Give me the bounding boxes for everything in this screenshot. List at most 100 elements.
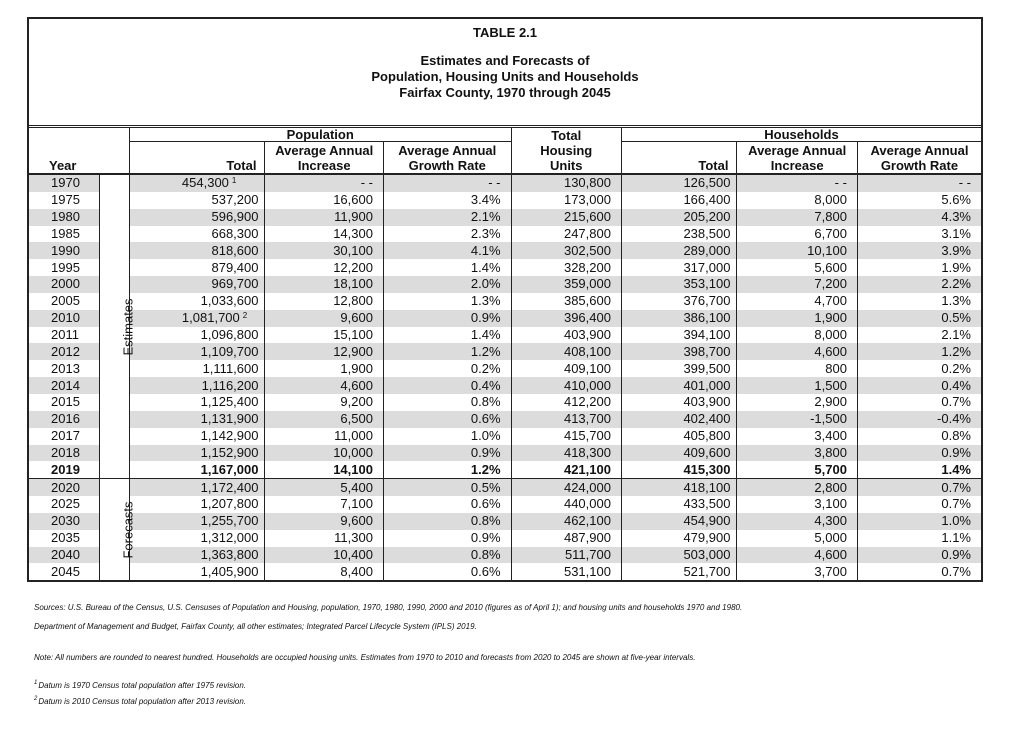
table-cell: 418,100 bbox=[620, 478, 737, 497]
table-cell: 413,700 bbox=[510, 410, 622, 428]
table-row: 2016 1,131,900 6,500 0.6% 413,700 402,400 -1,5… bbox=[29, 410, 981, 428]
table-cell: 487,900 bbox=[510, 529, 622, 547]
table-cell: 8,000 bbox=[736, 326, 858, 344]
table-cell: 879,400 bbox=[128, 259, 265, 277]
table-cell: 12,200 bbox=[264, 259, 384, 277]
table-cell: 4.1% bbox=[382, 242, 512, 260]
table-cell: 0.9% bbox=[856, 444, 981, 462]
group-header: Population bbox=[128, 128, 512, 143]
table-cell: 2045 bbox=[51, 563, 80, 579]
table-cell: 2,900 bbox=[736, 393, 858, 411]
table-cell: 1,312,000 bbox=[128, 529, 265, 547]
table-cell: 2013 bbox=[51, 360, 80, 376]
table-cell: 0.6% bbox=[382, 563, 512, 581]
table-cell: 11,900 bbox=[264, 208, 384, 226]
table-cell: 537,200 bbox=[128, 191, 265, 209]
table-cell: 531,100 bbox=[510, 563, 622, 581]
table-cell: 5,600 bbox=[736, 259, 858, 277]
table-cell: 9,200 bbox=[264, 393, 384, 411]
table-cell: 2.1% bbox=[856, 326, 981, 344]
table-cell: 0.9% bbox=[856, 546, 981, 564]
table-cell: 1975 bbox=[51, 192, 80, 208]
table-cell: 5,700 bbox=[736, 461, 858, 479]
table-cell: 1,081,700 2 bbox=[128, 309, 265, 327]
table-cell: 8,000 bbox=[736, 191, 858, 209]
table-cell: 396,400 bbox=[510, 309, 622, 327]
title-line: Population, Housing Units and Households bbox=[371, 69, 639, 84]
table-section: 1970 Estimates 454,300 1- -- -130,800 126,50… bbox=[29, 174, 981, 479]
table-head: Year Population Total Housing Units Househo… bbox=[29, 128, 981, 174]
table-row: 2020 Forecasts 1,172,400 5,400 0.5% 424,000 41… bbox=[29, 478, 981, 581]
table-cell: 1970 bbox=[29, 174, 100, 192]
table-cell: 1.0% bbox=[856, 512, 981, 530]
table-row: 2045 1,405,900 8,400 0.6% 531,100 521,700 3,70… bbox=[29, 563, 981, 581]
table-cell: 2.3% bbox=[382, 225, 512, 243]
column-header-text: Average Annual Growth Rate bbox=[870, 143, 969, 173]
table-cell: 2012 bbox=[29, 343, 100, 361]
table-cell: 2005 bbox=[51, 293, 80, 309]
table-cell: 1,900 bbox=[736, 309, 858, 327]
table-cell: 238,500 bbox=[620, 225, 737, 243]
table-cell: 0.7% bbox=[856, 496, 981, 513]
table-cell: 0.7% bbox=[856, 563, 981, 581]
table-cell: 401,000 bbox=[620, 377, 737, 394]
table-cell: 462,100 bbox=[510, 512, 622, 530]
table-cell: 1.2% bbox=[382, 343, 512, 361]
table-cell: 2017 bbox=[51, 428, 80, 444]
table-cell: 0.7% bbox=[856, 478, 981, 497]
table-cell: 454,900 bbox=[620, 512, 737, 530]
cell-text: 454,300 bbox=[181, 175, 229, 191]
table-cell: 2020 bbox=[29, 478, 100, 497]
table-cell: 405,800 bbox=[620, 427, 737, 445]
table-cell: -1,500 bbox=[736, 410, 858, 428]
table-cell: 511,700 bbox=[510, 546, 622, 564]
column-header-text: Average Annual Growth Rate bbox=[398, 143, 497, 173]
table-cell: 479,900 bbox=[620, 529, 737, 547]
column-header: Total Housing Units bbox=[510, 128, 622, 174]
table-cell: 2040 bbox=[29, 546, 100, 564]
table-cell: 247,800 bbox=[510, 225, 622, 243]
table-cell: 1.4% bbox=[382, 259, 512, 277]
footnote-text: Datum is 2010 Census total population af… bbox=[38, 697, 247, 706]
table-cell: 2,800 bbox=[736, 478, 858, 497]
table-cell: 503,000 bbox=[620, 546, 737, 564]
table-row: 2018 1,152,900 10,000 0.9% 418,300 409,600 3,8… bbox=[29, 444, 981, 462]
table-cell: 10,400 bbox=[264, 546, 384, 564]
table-cell: 0.6% bbox=[382, 410, 512, 428]
table-cell: 1,152,900 bbox=[128, 444, 265, 462]
table-cell: 1,363,800 bbox=[128, 546, 265, 564]
table-cell: 1,255,700 bbox=[128, 512, 265, 530]
table-cell: - - bbox=[382, 174, 512, 192]
table-cell: 0.2% bbox=[382, 360, 512, 378]
table-cell: 421,100 bbox=[510, 461, 622, 479]
table-row: 1990 818,600 30,100 4.1% 302,500 289,000 10,10… bbox=[29, 242, 981, 260]
table-cell: 0.2% bbox=[856, 360, 981, 378]
table-cell: 394,100 bbox=[620, 326, 737, 344]
table-cell: 1,500 bbox=[736, 377, 858, 394]
table-cell: 1,172,400 bbox=[128, 478, 265, 497]
table-cell: 412,200 bbox=[510, 393, 622, 411]
footnote-mark: 2 bbox=[34, 696, 38, 702]
footnote-mark: 1 bbox=[34, 680, 38, 686]
table-row: 2040 1,363,800 10,400 0.8% 511,700 503,000 4,6… bbox=[29, 546, 981, 564]
column-header-text: Average Annual Increase bbox=[275, 143, 374, 173]
table-cell: 15,100 bbox=[264, 326, 384, 344]
title-line: Estimates and Forecasts of bbox=[420, 53, 590, 68]
table-cell: 1.3% bbox=[382, 292, 512, 310]
table-cell: 2030 bbox=[29, 512, 100, 530]
table-row: 2013 1,111,600 1,900 0.2% 409,100 399,500 800 0… bbox=[29, 360, 981, 378]
table-cell: 1,096,800 bbox=[128, 326, 265, 344]
table-cell: 410,000 bbox=[510, 377, 622, 394]
table-cell: 1,033,600 bbox=[128, 292, 265, 310]
table-frame: TABLE 2.1 Estimates and Forecasts of Popu… bbox=[27, 17, 983, 583]
table-cell: 0.8% bbox=[382, 512, 512, 530]
table-cell: 11,300 bbox=[264, 529, 384, 547]
table-cell: - - bbox=[264, 174, 384, 192]
table-cell: 1.0% bbox=[382, 427, 512, 445]
header-row: Year Population Total Housing Units Househo… bbox=[29, 128, 981, 174]
table-cell: 2018 bbox=[29, 444, 100, 462]
table-cell: 3,400 bbox=[736, 427, 858, 445]
table-row: 2005 1,033,600 12,800 1.3% 385,600 376,700 4,7… bbox=[29, 292, 981, 310]
table-cell: 0.6% bbox=[382, 496, 512, 513]
cell-text: 1,081,700 bbox=[181, 310, 240, 326]
